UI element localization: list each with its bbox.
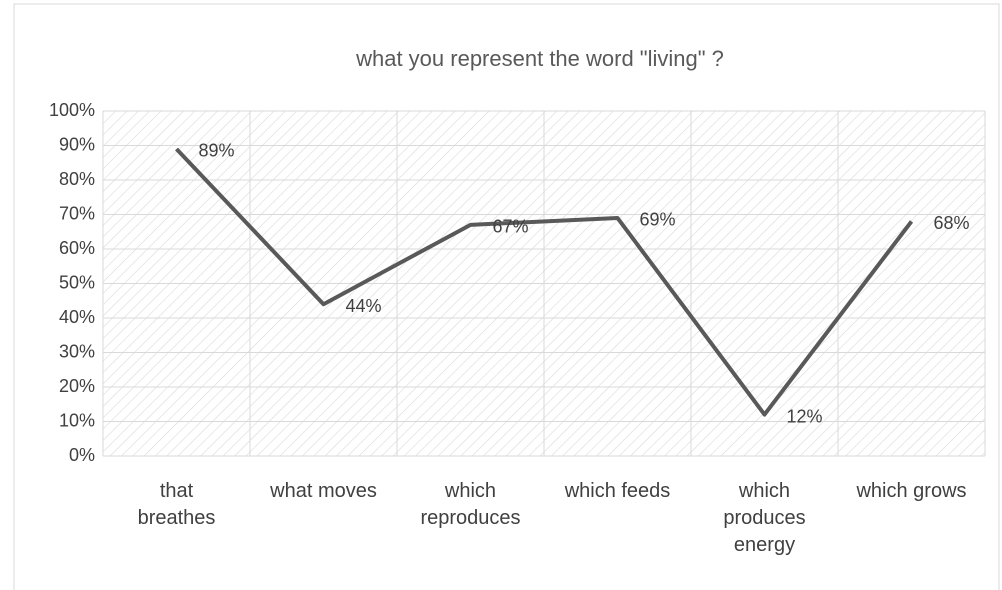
y-tick-label: 0% — [69, 445, 95, 465]
data-label: 68% — [934, 213, 970, 233]
x-tick-label: which grows — [855, 480, 966, 502]
data-label: 89% — [199, 141, 235, 161]
y-tick-label: 40% — [59, 307, 95, 327]
y-tick-label: 20% — [59, 376, 95, 396]
y-tick-label: 10% — [59, 410, 95, 430]
y-tick-label: 90% — [59, 134, 95, 154]
data-label: 69% — [640, 210, 676, 230]
x-tick-label: which reproduces — [420, 480, 520, 529]
y-tick-label: 80% — [59, 169, 95, 189]
data-line — [175, 147, 914, 417]
x-tick-label: which feeds — [564, 480, 671, 502]
data-label: 67% — [493, 217, 529, 237]
chart-title: what you represent the word "living" ? — [355, 46, 724, 71]
x-tick-label: what moves — [269, 480, 377, 502]
y-tick-label: 50% — [59, 272, 95, 292]
y-tick-label: 30% — [59, 341, 95, 361]
x-tick-label: that breathes — [138, 480, 216, 529]
y-tick-label: 60% — [59, 238, 95, 258]
x-tick-label: which produces energy — [723, 480, 805, 556]
data-label: 12% — [787, 406, 823, 426]
data-label: 44% — [346, 296, 382, 316]
y-tick-label: 100% — [49, 100, 95, 120]
y-tick-label: 70% — [59, 203, 95, 223]
